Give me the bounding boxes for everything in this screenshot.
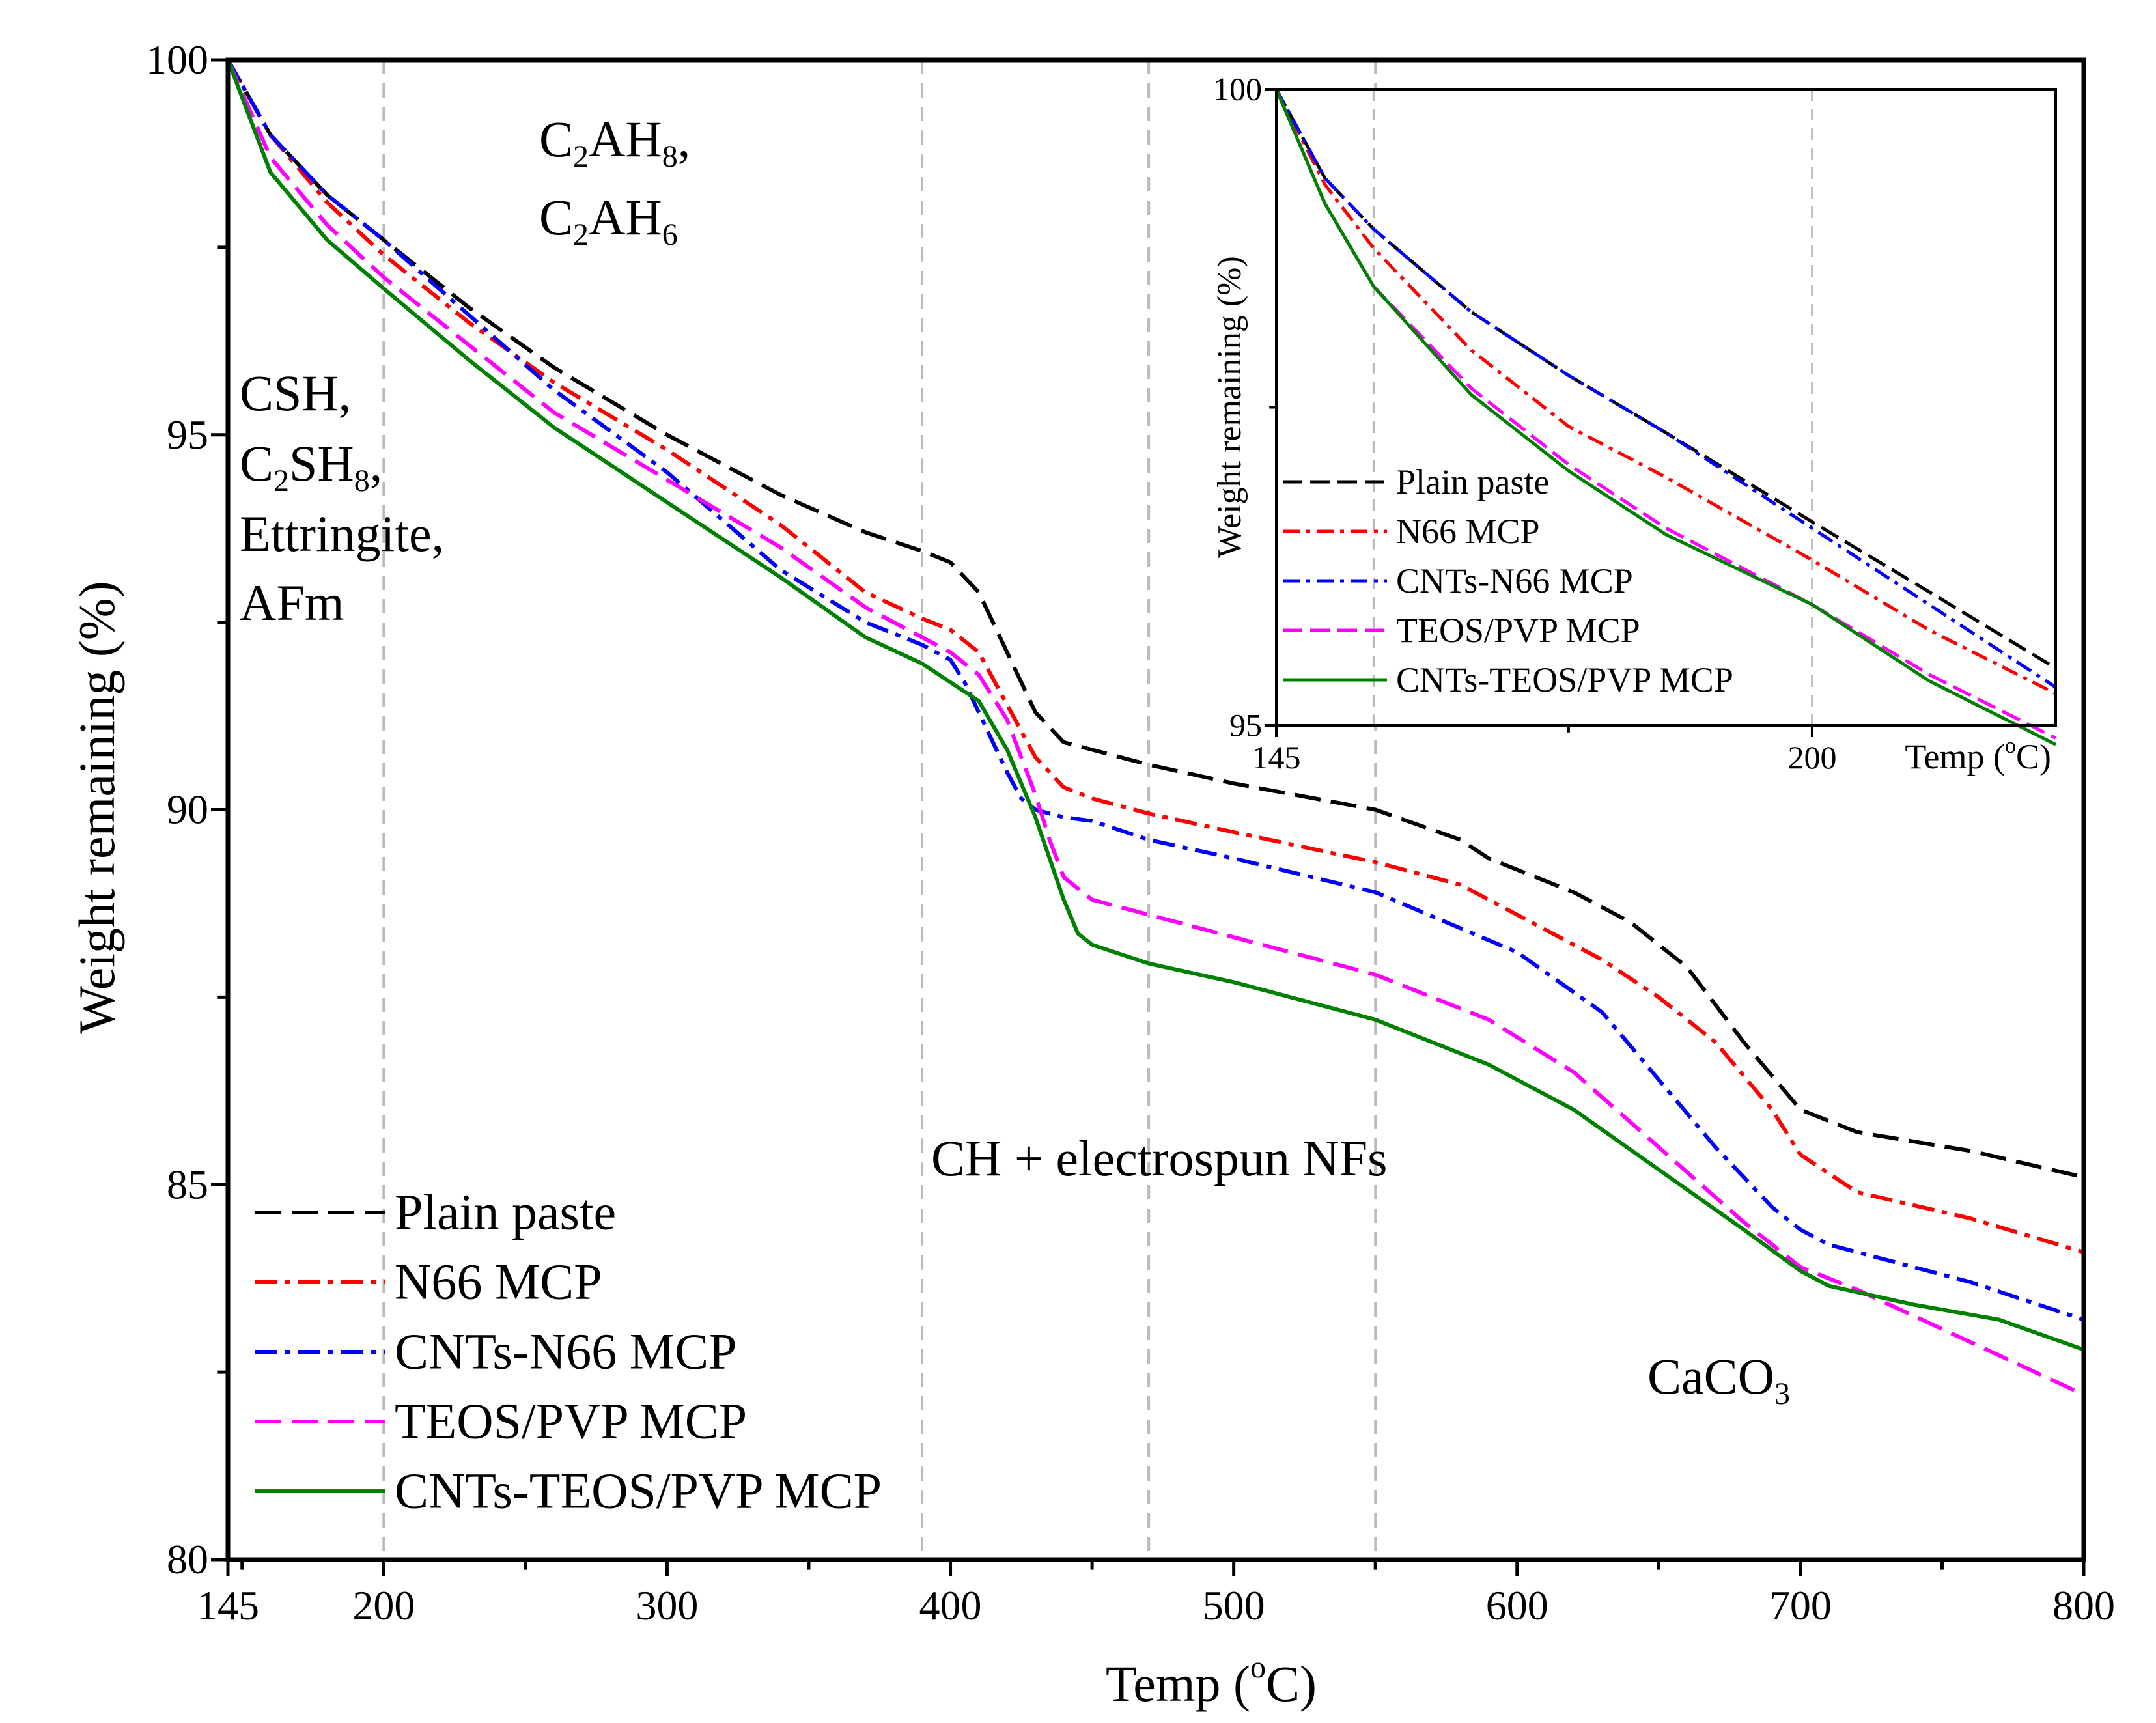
- inset-series-group: [1274, 88, 2057, 746]
- main-axis-ticks: 145 200 300 400 500 600 700 800 80 85 90 95 100: [146, 36, 2115, 1629]
- main-x-tick-label-600: 600: [1486, 1582, 1548, 1629]
- main-series-group: [226, 59, 2085, 1397]
- inset-reference-lines: [1372, 89, 1813, 725]
- inset-x-tick-label-200: 200: [1787, 739, 1836, 776]
- main-y-tick-label-95: 95: [167, 412, 208, 458]
- inset-legend-label-cnts-n66-mcp: CNTs-N66 MCP: [1396, 561, 1633, 600]
- main-legend: Plain paste N66 MCP CNTs-N66 MCP TEOS/PVP M…: [255, 1184, 882, 1519]
- inset-y-axis-title: Weight remaining (%): [1211, 256, 1248, 558]
- main-series-line-plain-paste: [226, 59, 2084, 1179]
- inset-series-line-cnts-teos-pvp-mcp: [1274, 89, 2057, 746]
- inset-legend: Plain paste N66 MCP CNTs-N66 MCP TEOS/PVP M…: [1283, 462, 1733, 699]
- inset-plot: 145 200 95 100 Temp (oC) Weight remaining (…: [1211, 71, 2057, 776]
- main-y-tick-label-90: 90: [167, 787, 208, 833]
- main-x-tick-label-500: 500: [1203, 1582, 1265, 1629]
- inset-legend-label-plain-paste: Plain paste: [1396, 462, 1549, 501]
- main-series-line-cnts-n66-mcp: [226, 59, 2084, 1322]
- main-series-line-n66-mcp: [226, 59, 2084, 1254]
- main-plot: 145 200 300 400 500 600 700 800 80 85 90 95 100 Temp…: [68, 36, 2115, 1712]
- main-y-tick-label-80: 80: [167, 1536, 208, 1582]
- main-legend-label-plain-paste: Plain paste: [395, 1184, 616, 1240]
- main-x-tick-label-400: 400: [919, 1582, 982, 1629]
- main-x-tick-label-300: 300: [636, 1582, 698, 1629]
- main-y-axis-title: Weight remaining (%): [68, 581, 125, 1034]
- inset-series-line-teos-pvp-mcp: [1274, 89, 2057, 740]
- inset-x-axis-title: Temp (oC): [1905, 734, 2051, 776]
- inset-y-tick-label-100: 100: [1213, 71, 1262, 107]
- main-legend-label-cnts-n66-mcp: CNTs-N66 MCP: [395, 1323, 736, 1380]
- main-y-tick-label-85: 85: [167, 1161, 208, 1207]
- main-x-axis-title: Temp (oC): [1106, 1650, 1317, 1712]
- annotation-csh: CSH,: [240, 365, 351, 421]
- inset-legend-label-cnts-teos-pvp-mcp: CNTs-TEOS/PVP MCP: [1396, 660, 1733, 699]
- inset-legend-label-teos-pvp-mcp: TEOS/PVP MCP: [1396, 611, 1640, 650]
- main-legend-label-n66-mcp: N66 MCP: [395, 1254, 602, 1310]
- annotation-c2ah6: C2AH6: [539, 189, 678, 252]
- main-x-tick-label-800: 800: [2052, 1582, 2115, 1629]
- annotation-afm: AFm: [240, 574, 344, 631]
- inset-series-line-n66-mcp: [1274, 88, 2057, 695]
- inset-series-line-cnts-n66-mcp: [1274, 88, 2057, 689]
- main-series-line-cnts-teos-pvp-mcp: [226, 59, 2084, 1352]
- annotation-c2sh8: C2SH8,: [240, 435, 382, 498]
- inset-background: [1276, 89, 2056, 725]
- annotation-ettringite: Ettringite,: [240, 505, 444, 562]
- main-y-tick-label-100: 100: [146, 36, 208, 83]
- annotation-ch-electrospun: CH + electrospun NFs: [931, 1130, 1387, 1186]
- main-legend-label-teos-pvp-mcp: TEOS/PVP MCP: [395, 1393, 747, 1450]
- inset-legend-label-n66-mcp: N66 MCP: [1396, 512, 1540, 551]
- annotation-c2ah8: C2AH8,: [539, 111, 690, 174]
- main-reference-lines: [382, 60, 1377, 1560]
- main-x-tick-label-145: 145: [197, 1582, 259, 1629]
- main-x-tick-label-200: 200: [352, 1582, 415, 1629]
- main-series-line-teos-pvp-mcp: [226, 59, 2085, 1397]
- inset-x-tick-label-145: 145: [1252, 739, 1301, 776]
- main-legend-label-cnts-teos-pvp-mcp: CNTs-TEOS/PVP MCP: [395, 1463, 882, 1519]
- inset-y-tick-label-95: 95: [1229, 707, 1262, 744]
- inset-axis-ticks: 145 200 95 100: [1213, 71, 1836, 776]
- main-x-tick-label-700: 700: [1769, 1582, 1832, 1629]
- annotation-caco3: CaCO3: [1647, 1348, 1790, 1411]
